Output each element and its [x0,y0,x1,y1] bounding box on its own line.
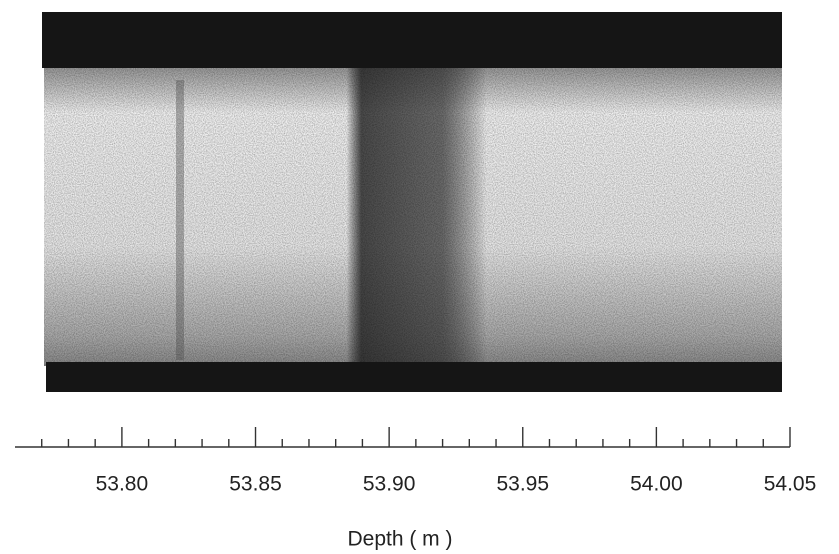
x-tick-label: 53.80 [96,473,149,496]
borehole-image [42,12,782,392]
x-tick-label: 53.90 [363,473,416,496]
x-tick-label: 54.05 [764,473,817,496]
x-axis-label: Depth ( m ) [347,528,452,551]
x-tick-label: 54.00 [630,473,683,496]
figure: 53.80 53.85 53.90 53.95 54.00 54.05 Depth ( m… [0,0,839,554]
x-tick-label: 53.95 [496,473,549,496]
depth-axis: 53.80 53.85 53.90 53.95 54.00 54.05 [15,427,816,496]
x-tick-label: 53.85 [229,473,282,496]
